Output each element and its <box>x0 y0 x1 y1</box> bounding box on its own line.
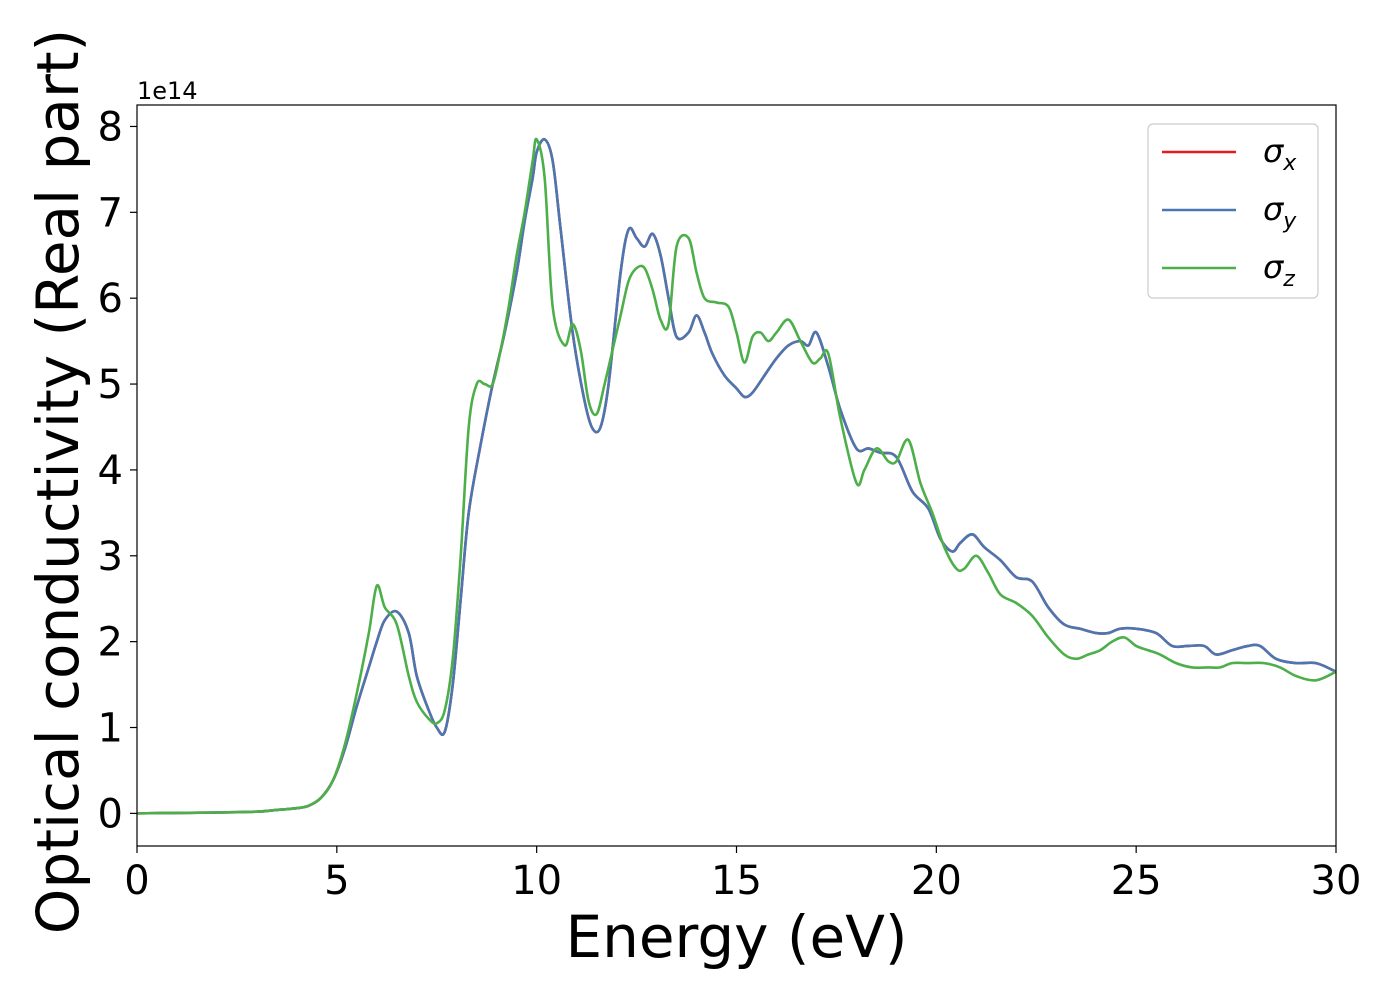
series-layer <box>137 137 1336 815</box>
y-tick-label: 7 <box>98 190 123 236</box>
y-axis-label: Optical conductivity (Real part) <box>24 29 92 934</box>
y-tick-label: 0 <box>98 791 123 837</box>
legend-label-x: σx <box>1263 132 1297 176</box>
series-line-y <box>137 137 1336 815</box>
y-axis: 0 1 2 3 4 5 6 7 8 <box>98 104 137 837</box>
y-tick-label: 6 <box>98 276 123 322</box>
x-tick-label: 20 <box>911 858 962 904</box>
x-tick-label: 5 <box>324 858 349 904</box>
y-tick-label: 5 <box>98 362 123 408</box>
legend-label-y: σy <box>1263 190 1297 234</box>
x-axis: 0 5 10 15 20 25 30 <box>124 846 1361 904</box>
legend: σx σy σz <box>1147 123 1319 299</box>
y-tick-label: 4 <box>98 448 123 494</box>
y-tick-label: 1 <box>98 706 123 752</box>
y-tick-label: 8 <box>98 104 123 150</box>
y-tick-label: 3 <box>98 534 123 580</box>
x-tick-label: 10 <box>511 858 562 904</box>
x-tick-label: 25 <box>1111 858 1162 904</box>
x-tick-label: 0 <box>124 858 149 904</box>
x-tick-label: 15 <box>711 858 762 904</box>
x-axis-label: Energy (eV) <box>565 903 907 971</box>
y-tick-label: 2 <box>98 620 123 666</box>
legend-label-z: σz <box>1263 248 1295 292</box>
series-line-z <box>137 137 1336 815</box>
y-offset-label: 1e14 <box>137 77 198 105</box>
x-tick-label: 30 <box>1311 858 1362 904</box>
